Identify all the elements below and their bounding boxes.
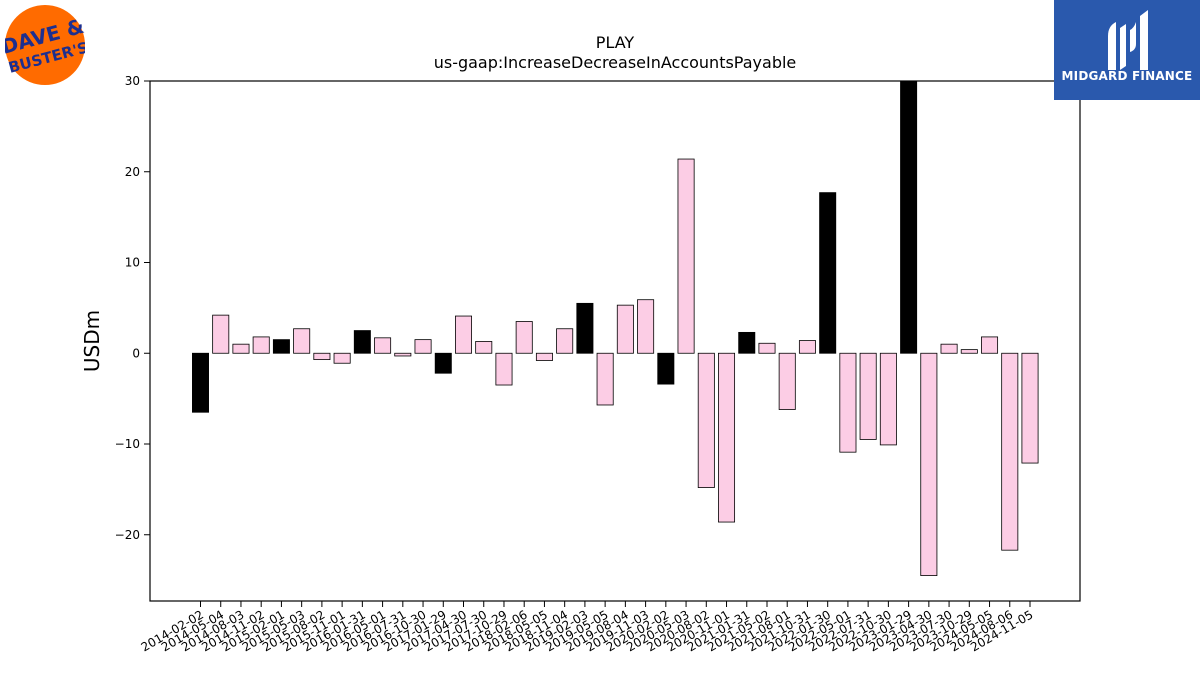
- bar-2014-05-04: [212, 314, 230, 354]
- bar-2019-11-03: [637, 299, 655, 354]
- bar-2018-05-05: [535, 352, 553, 361]
- midgard-mark-icon: [1108, 10, 1148, 70]
- midgard-finance-logo: MIDGARD FINANCE: [1054, 0, 1200, 100]
- bar-2016-01-31: [353, 330, 371, 354]
- bar-2021-01-31: [738, 331, 756, 354]
- bar-2018-02-06: [515, 321, 533, 354]
- bar-2016-07-31: [394, 352, 412, 357]
- bar-2014-11-02: [252, 336, 270, 354]
- bar-2015-11-01: [333, 352, 351, 364]
- bar-2017-01-29: [434, 352, 452, 374]
- y-axis: −20 −10 0 10 20 30: [115, 74, 150, 542]
- bar-2016-10-30: [414, 339, 432, 354]
- bar-2022-01-30: [819, 192, 837, 354]
- bar-2022-05-01: [839, 352, 857, 453]
- bar-2014-08-03: [232, 343, 250, 354]
- bar-2016-05-01: [374, 337, 392, 354]
- bar-2017-10-29: [495, 352, 513, 386]
- y-tick-label: 0: [132, 346, 140, 360]
- bar-2015-02-01: [272, 339, 290, 354]
- bar-2023-01-29: [900, 80, 918, 354]
- bar-2020-08-02: [697, 352, 715, 488]
- midgard-finance-wordmark: MIDGARD FINANCE: [1061, 69, 1193, 83]
- bar-2021-10-31: [798, 340, 816, 354]
- dave-busters-logo: DAVE & BUSTER'S: [0, 5, 90, 85]
- plot-frame: [149, 80, 1081, 602]
- bar-2019-02-03: [576, 302, 594, 354]
- bar-2015-08-02: [313, 352, 331, 361]
- bar-2022-10-30: [879, 352, 897, 446]
- bar-2023-04-30: [920, 352, 938, 576]
- bar-2019-08-04: [616, 304, 634, 354]
- bars-group: [192, 80, 1039, 576]
- y-tick-label: −20: [115, 528, 140, 542]
- y-tick-label: −10: [115, 437, 140, 451]
- bar-2019-05-05: [596, 352, 614, 406]
- x-axis: 2014-02-022014-05-042014-08-032014-11-02…: [139, 601, 1036, 654]
- bar-2020-05-03: [677, 158, 695, 354]
- bar-2018-11-04: [556, 328, 574, 354]
- y-axis-label: USDm: [80, 310, 104, 372]
- bar-2015-05-03: [293, 328, 311, 354]
- chart-title: PLAY: [595, 33, 635, 52]
- bar-2017-04-30: [455, 315, 473, 354]
- bar-2023-07-30: [940, 343, 958, 354]
- bar-2021-08-01: [778, 352, 796, 410]
- bar-2021-05-02: [758, 342, 776, 354]
- bar-2017-07-30: [475, 341, 493, 354]
- bar-2024-05-05: [981, 336, 999, 354]
- y-tick-label: 10: [125, 256, 140, 270]
- bar-2020-11-01: [718, 352, 736, 523]
- y-tick-label: 30: [125, 74, 140, 88]
- bar-2024-08-06: [1001, 352, 1019, 551]
- chart-subtitle: us-gaap:IncreaseDecreaseInAccountsPayabl…: [433, 53, 797, 72]
- y-tick-label: 20: [125, 165, 140, 179]
- bar-2024-11-05: [1021, 352, 1039, 464]
- bar-2014-02-02: [192, 352, 209, 413]
- bar-2023-10-29: [960, 349, 978, 354]
- bar-2022-07-31: [859, 352, 877, 440]
- bar-2020-02-02: [657, 352, 675, 385]
